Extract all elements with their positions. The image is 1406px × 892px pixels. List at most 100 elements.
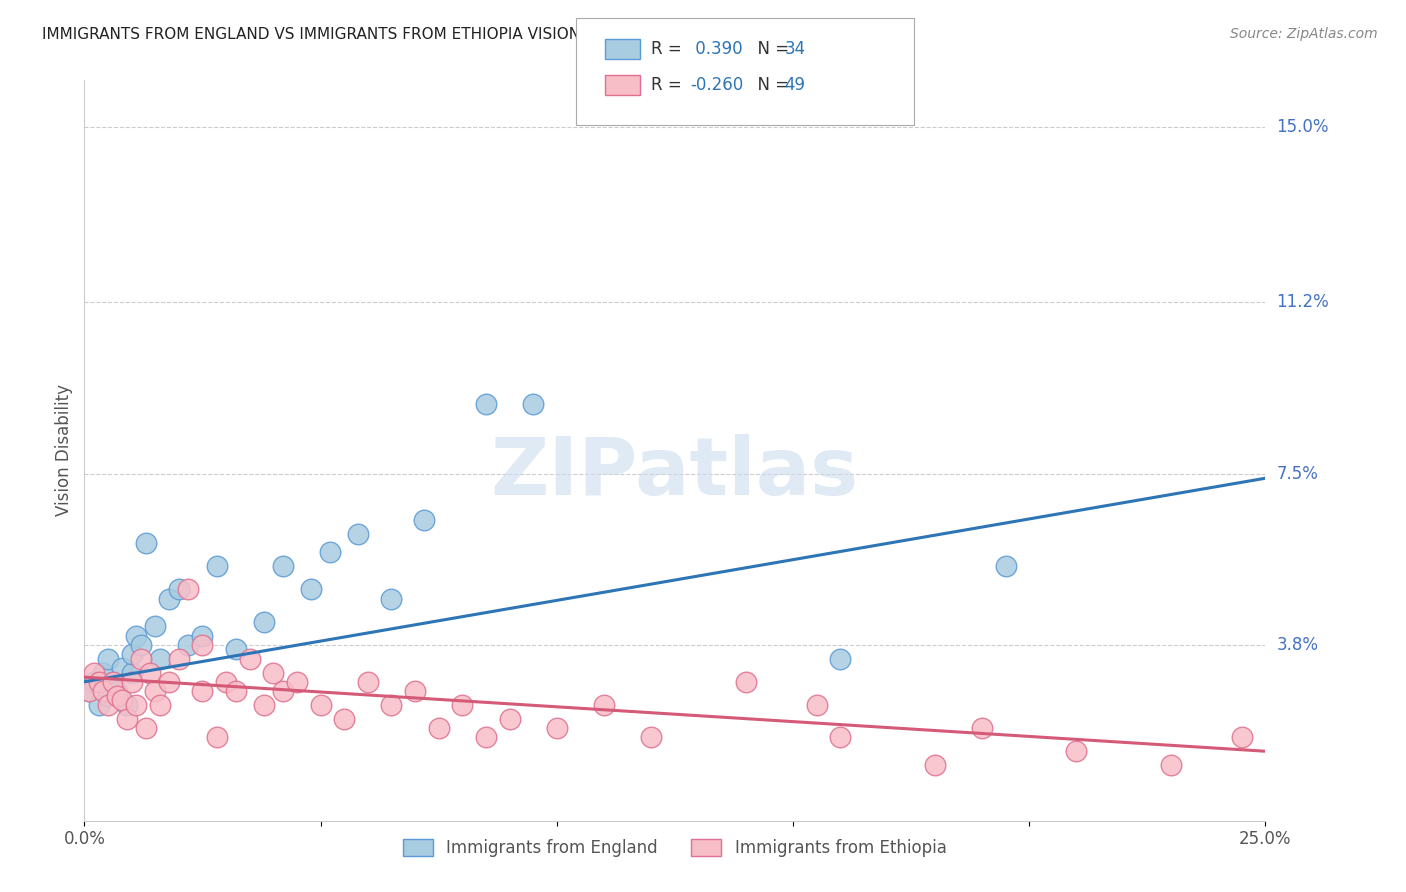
Legend: Immigrants from England, Immigrants from Ethiopia: Immigrants from England, Immigrants from… xyxy=(396,832,953,864)
Point xyxy=(129,651,152,665)
Text: 3.8%: 3.8% xyxy=(1277,636,1319,654)
Point xyxy=(830,651,852,665)
Point xyxy=(177,582,200,597)
Point xyxy=(91,665,114,680)
Text: ZIPatlas: ZIPatlas xyxy=(491,434,859,512)
Text: -0.260: -0.260 xyxy=(690,76,744,94)
Point xyxy=(593,698,616,712)
Point xyxy=(475,731,498,745)
Point xyxy=(319,545,342,559)
Point xyxy=(271,559,294,574)
Point xyxy=(225,684,247,698)
Point xyxy=(191,628,214,642)
Point xyxy=(299,582,322,597)
Point xyxy=(157,591,180,606)
Point xyxy=(87,698,110,712)
Text: 7.5%: 7.5% xyxy=(1277,465,1319,483)
Point xyxy=(205,731,228,745)
Point xyxy=(215,674,238,689)
Point xyxy=(101,674,124,689)
Point xyxy=(91,684,114,698)
Point xyxy=(135,536,157,550)
Point xyxy=(380,591,402,606)
Point xyxy=(285,674,308,689)
Point xyxy=(107,689,129,703)
Point xyxy=(129,638,152,652)
Text: 15.0%: 15.0% xyxy=(1277,118,1329,136)
Point xyxy=(1066,744,1088,758)
Y-axis label: Vision Disability: Vision Disability xyxy=(55,384,73,516)
Point xyxy=(139,665,162,680)
Point xyxy=(143,619,166,633)
Text: IMMIGRANTS FROM ENGLAND VS IMMIGRANTS FROM ETHIOPIA VISION DISABILITY CORRELATIO: IMMIGRANTS FROM ENGLAND VS IMMIGRANTS FR… xyxy=(42,27,838,42)
Point xyxy=(522,397,544,411)
Point xyxy=(404,684,426,698)
Point xyxy=(87,674,110,689)
Point xyxy=(451,698,474,712)
Point xyxy=(177,638,200,652)
Point xyxy=(111,693,134,707)
Point xyxy=(121,665,143,680)
Point xyxy=(111,661,134,675)
Point xyxy=(125,698,148,712)
Point xyxy=(413,513,436,527)
Point xyxy=(380,698,402,712)
Point xyxy=(77,684,100,698)
Point xyxy=(107,684,129,698)
Point xyxy=(333,712,356,726)
Point xyxy=(262,665,284,680)
Point xyxy=(121,674,143,689)
Point xyxy=(994,559,1017,574)
Point xyxy=(97,651,120,665)
Point xyxy=(167,651,190,665)
Point xyxy=(83,674,105,689)
Point xyxy=(97,698,120,712)
Point xyxy=(427,721,450,735)
Text: N =: N = xyxy=(747,40,794,58)
Text: 34: 34 xyxy=(785,40,806,58)
Point xyxy=(271,684,294,698)
Point xyxy=(806,698,828,712)
Point xyxy=(546,721,568,735)
Point xyxy=(347,526,370,541)
Text: 49: 49 xyxy=(785,76,806,94)
Point xyxy=(191,638,214,652)
Point xyxy=(970,721,993,735)
Point xyxy=(225,642,247,657)
Point xyxy=(83,665,105,680)
Point xyxy=(309,698,332,712)
Point xyxy=(97,689,120,703)
Point xyxy=(1230,731,1253,745)
Point xyxy=(924,758,946,772)
Point xyxy=(475,397,498,411)
Point xyxy=(640,731,662,745)
Point xyxy=(239,651,262,665)
Text: 11.2%: 11.2% xyxy=(1277,293,1329,311)
Point xyxy=(734,674,756,689)
Point xyxy=(253,615,276,629)
Point xyxy=(830,731,852,745)
Point xyxy=(167,582,190,597)
Point xyxy=(205,559,228,574)
Point xyxy=(191,684,214,698)
Point xyxy=(1160,758,1182,772)
Text: 0.390: 0.390 xyxy=(690,40,742,58)
Point xyxy=(498,712,520,726)
Text: R =: R = xyxy=(651,76,688,94)
Point xyxy=(135,721,157,735)
Point xyxy=(115,698,138,712)
Text: Source: ZipAtlas.com: Source: ZipAtlas.com xyxy=(1230,27,1378,41)
Point xyxy=(253,698,276,712)
Point xyxy=(77,684,100,698)
Point xyxy=(125,628,148,642)
Point xyxy=(143,684,166,698)
Point xyxy=(357,674,380,689)
Text: N =: N = xyxy=(747,76,794,94)
Point xyxy=(121,647,143,661)
Text: R =: R = xyxy=(651,40,688,58)
Point xyxy=(115,712,138,726)
Point xyxy=(149,651,172,665)
Point xyxy=(101,674,124,689)
Point xyxy=(157,674,180,689)
Point xyxy=(149,698,172,712)
